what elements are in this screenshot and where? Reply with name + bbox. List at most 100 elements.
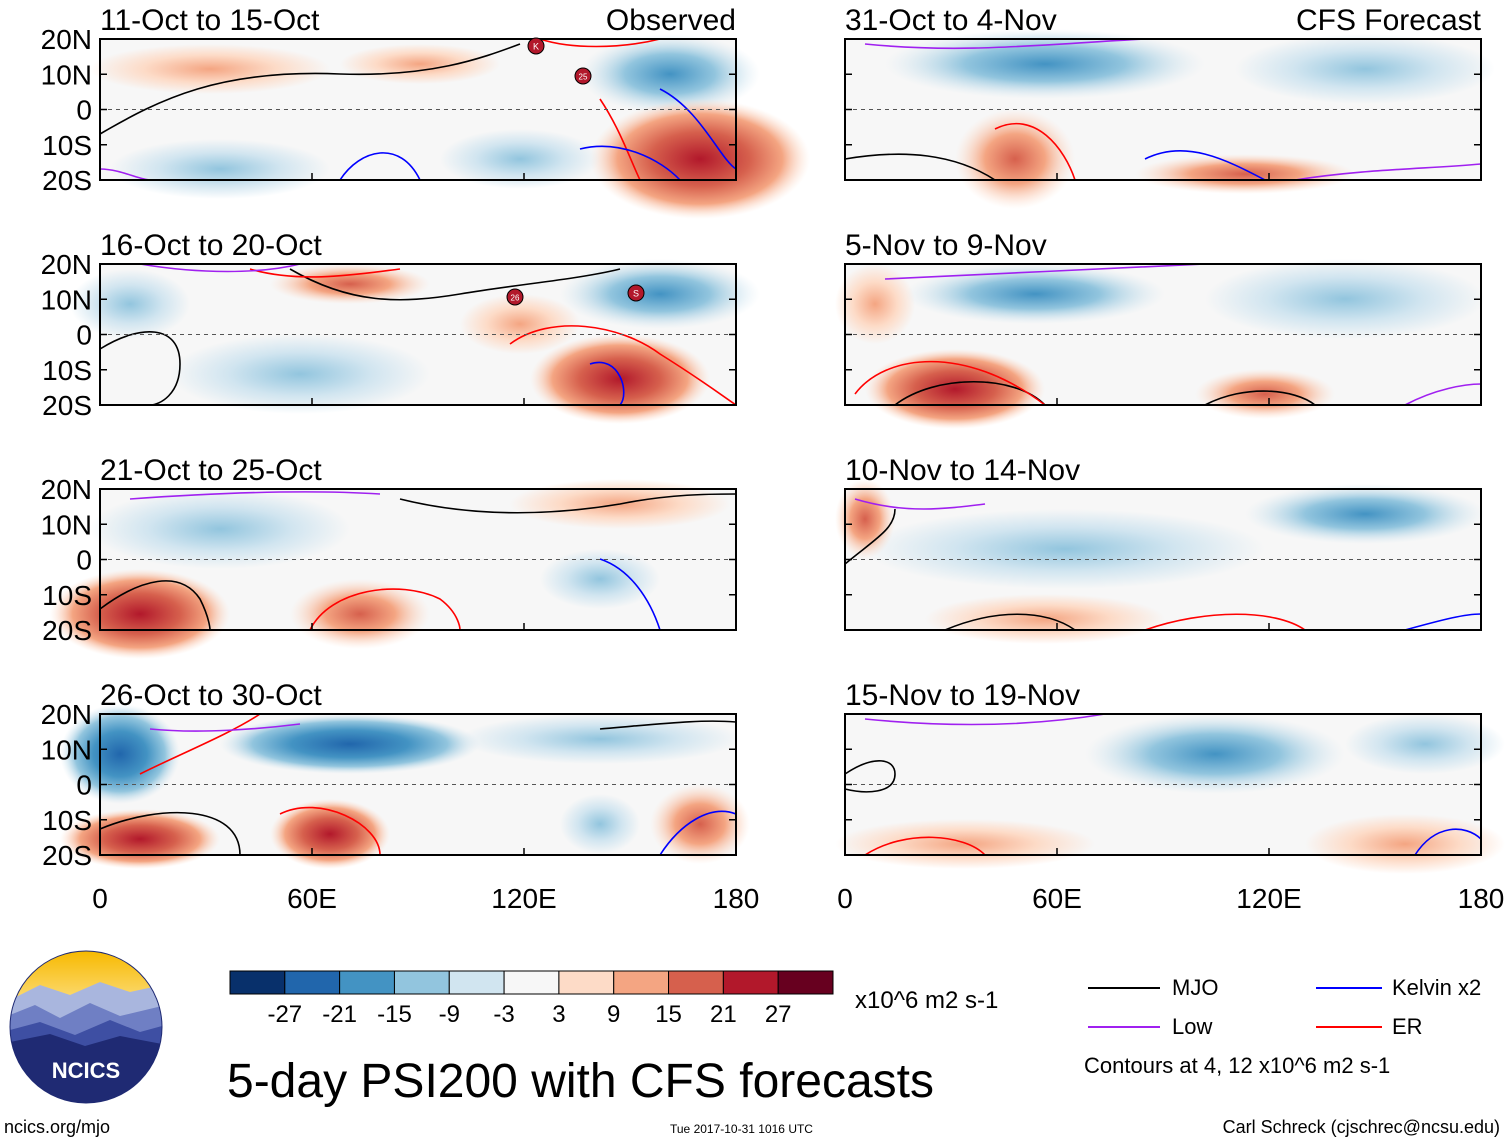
x-tick-label: 60E: [287, 883, 337, 914]
x-tick-label: 0: [837, 883, 853, 914]
x-tick-label: 60E: [1032, 883, 1082, 914]
panel-title-forecast-4: 15-Nov to 19-Nov: [845, 679, 1080, 712]
axis-labels: 20N 10N 0 10S 20S 20N 10N 0 10S 20S 20N 10N 0 10S 20S 2…: [41, 24, 1505, 914]
x-tick-label: 120E: [1236, 883, 1301, 914]
anomaly-field: [835, 259, 1485, 429]
panel-forecast-3: [835, 479, 1485, 644]
y-tick-label: 10N: [41, 734, 92, 765]
colorbar-label: -27: [267, 1001, 302, 1028]
anomaly-field: [50, 479, 730, 659]
contours: [99, 38, 737, 181]
anomaly-field: [90, 34, 810, 219]
colorbar-swatch: [393, 970, 450, 995]
panel-forecast-4: [835, 713, 1505, 874]
panel-observed-2: [70, 259, 760, 424]
colorbar-swatch: [613, 970, 670, 995]
colorbar-label: 27: [765, 1001, 792, 1028]
y-tick-label: 20N: [41, 249, 92, 280]
y-tick-label: 20S: [42, 390, 92, 421]
footer-timestamp: Tue 2017-10-31 1016 UTC: [670, 1122, 813, 1136]
y-tick-label: 0: [76, 545, 92, 576]
y-tick-label: 20S: [42, 840, 92, 871]
colorbar-units: x10^6 m2 s-1: [855, 987, 998, 1014]
colorbar-label: 3: [552, 1001, 565, 1028]
y-tick-label: 10S: [42, 130, 92, 161]
svg-text:S: S: [633, 289, 639, 299]
panel-title-observed-3: 21-Oct to 25-Oct: [100, 454, 322, 487]
panel-observed-1: [90, 34, 810, 219]
x-tick-label: 180: [1458, 883, 1505, 914]
y-tick-label: 10N: [41, 509, 92, 540]
colorbar: -27 -21 -15 -9 -3 3 9 15 21 27: [229, 970, 834, 1028]
colorbar-swatch: [284, 970, 341, 995]
y-tick-label: 20N: [41, 24, 92, 55]
colorbar-swatch: [777, 970, 834, 995]
colorbar-swatch: [668, 970, 724, 995]
colorbar-label: -3: [493, 1001, 514, 1028]
storm-marker: K: [527, 37, 545, 55]
y-tick-label: 20S: [42, 615, 92, 646]
storm-marker: 25: [574, 67, 592, 85]
svg-text:K: K: [533, 42, 539, 52]
panel-label-observed: Observed: [606, 4, 736, 37]
y-tick-label: 20N: [41, 699, 92, 730]
panel-title-observed-2: 16-Oct to 20-Oct: [100, 229, 322, 262]
panel-titles: 11-Oct to 15-Oct Observed 16-Oct to 20-O…: [100, 4, 1482, 712]
contours: [854, 263, 1482, 406]
colorbar-swatch: [558, 970, 615, 995]
storm-marker: S: [627, 284, 645, 302]
colorbar-label: 15: [655, 1001, 682, 1028]
panel-title-forecast-3: 10-Nov to 14-Nov: [845, 454, 1080, 487]
colorbar-swatch: [339, 970, 395, 995]
y-tick-label: 20S: [42, 165, 92, 196]
colorbar-swatch: [229, 970, 286, 995]
colorbar-label: -15: [377, 1001, 412, 1028]
anomaly-field: [835, 479, 1485, 644]
legend: MJO Kelvin x2 Low ER Contours at 4, 12 x…: [1084, 975, 1481, 1078]
panel-forecast-2: [835, 259, 1485, 429]
legend-note: Contours at 4, 12 x10^6 m2 s-1: [1084, 1053, 1390, 1078]
panel-title-observed-1: 11-Oct to 15-Oct: [100, 4, 320, 37]
contours: [844, 498, 1482, 631]
contours: [844, 713, 1482, 856]
panel-title-observed-4: 26-Oct to 30-Oct: [100, 679, 322, 712]
panel-frames: [99, 38, 1482, 856]
contours: [844, 38, 1482, 181]
panel-title-forecast-2: 5-Nov to 9-Nov: [845, 229, 1047, 262]
colorbar-label: -9: [439, 1001, 460, 1028]
y-tick-label: 10N: [41, 59, 92, 90]
panel-observed-4: [60, 704, 750, 869]
x-tick-label: 180: [713, 883, 760, 914]
contours: [99, 713, 737, 856]
colorbar-label: -21: [322, 1001, 357, 1028]
y-tick-label: 10S: [42, 355, 92, 386]
legend-label-kelvin: Kelvin x2: [1392, 975, 1481, 1000]
x-tick-label: 0: [92, 883, 108, 914]
panel-title-forecast-1: 31-Oct to 4-Nov: [845, 4, 1057, 37]
colorbar-swatch: [448, 970, 505, 995]
colorbar-swatch: [503, 970, 560, 995]
anomaly-field: [70, 259, 760, 424]
contours: [99, 491, 737, 631]
legend-label-low: Low: [1172, 1014, 1212, 1039]
svg-text:26: 26: [511, 294, 520, 303]
panel-forecast-1: [844, 29, 1495, 209]
legend-label-mjo: MJO: [1172, 975, 1218, 1000]
footer-author: Carl Schreck (cjschrec@ncsu.edu): [1223, 1117, 1500, 1137]
anomaly-field: [835, 714, 1505, 874]
y-tick-label: 0: [76, 320, 92, 351]
colorbar-swatch: [722, 970, 779, 995]
y-tick-label: 0: [76, 770, 92, 801]
y-tick-label: 10S: [42, 580, 92, 611]
panel-label-forecast: CFS Forecast: [1296, 4, 1482, 37]
anomaly-field: [60, 704, 750, 869]
storm-markers: K 25 26 S: [506, 37, 645, 306]
x-tick-label: 120E: [491, 883, 556, 914]
colorbar-label: 21: [710, 1001, 737, 1028]
y-tick-label: 10S: [42, 805, 92, 836]
ncics-logo: NCICS: [9, 950, 163, 1104]
legend-label-er: ER: [1392, 1014, 1423, 1039]
panel-observed-3: [50, 479, 737, 659]
y-tick-label: 10N: [41, 284, 92, 315]
